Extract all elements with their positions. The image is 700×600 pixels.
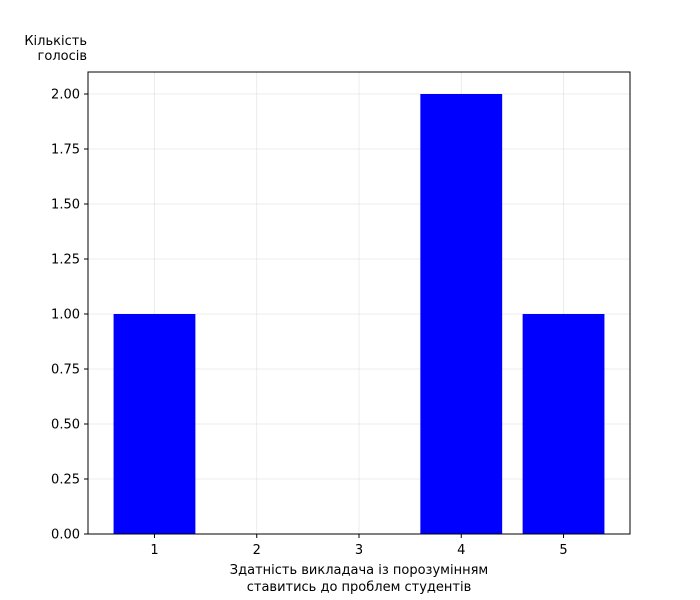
x-tick-label: 4 (457, 543, 465, 558)
y-tick-label: 0.00 (51, 528, 80, 543)
y-axis-label-line-1: Кількість (24, 34, 87, 49)
y-tick-label: 2.00 (51, 88, 80, 103)
y-tick-label: 1.75 (51, 143, 80, 158)
y-tick-label: 0.75 (51, 363, 80, 378)
x-tick-label: 5 (559, 543, 567, 558)
bars (113, 94, 605, 534)
x-axis-label-line-1: Здатність викладача із порозумінням (230, 563, 488, 578)
y-tick-label: 0.50 (51, 418, 80, 433)
x-tick-label: 1 (150, 543, 158, 558)
y-axis-label-line-2: голосів (38, 49, 87, 64)
x-tick-label: 2 (253, 543, 261, 558)
y-tick-label: 1.25 (51, 253, 80, 268)
y-tick-label: 1.50 (51, 198, 80, 213)
bar-5 (522, 314, 605, 534)
bar-1 (113, 314, 196, 534)
x-axis-ticks: 1 2 3 4 5 (150, 534, 568, 558)
y-tick-label: 1.00 (51, 308, 80, 323)
bar-4 (420, 94, 503, 534)
y-tick-label: 0.25 (51, 473, 80, 488)
x-axis-label-line-2: ставитись до проблем студентів (247, 580, 472, 595)
x-tick-label: 3 (355, 543, 363, 558)
y-axis-ticks: 0.00 0.25 0.50 0.75 1.00 1.25 1.50 1.75 2.00 (51, 88, 88, 543)
